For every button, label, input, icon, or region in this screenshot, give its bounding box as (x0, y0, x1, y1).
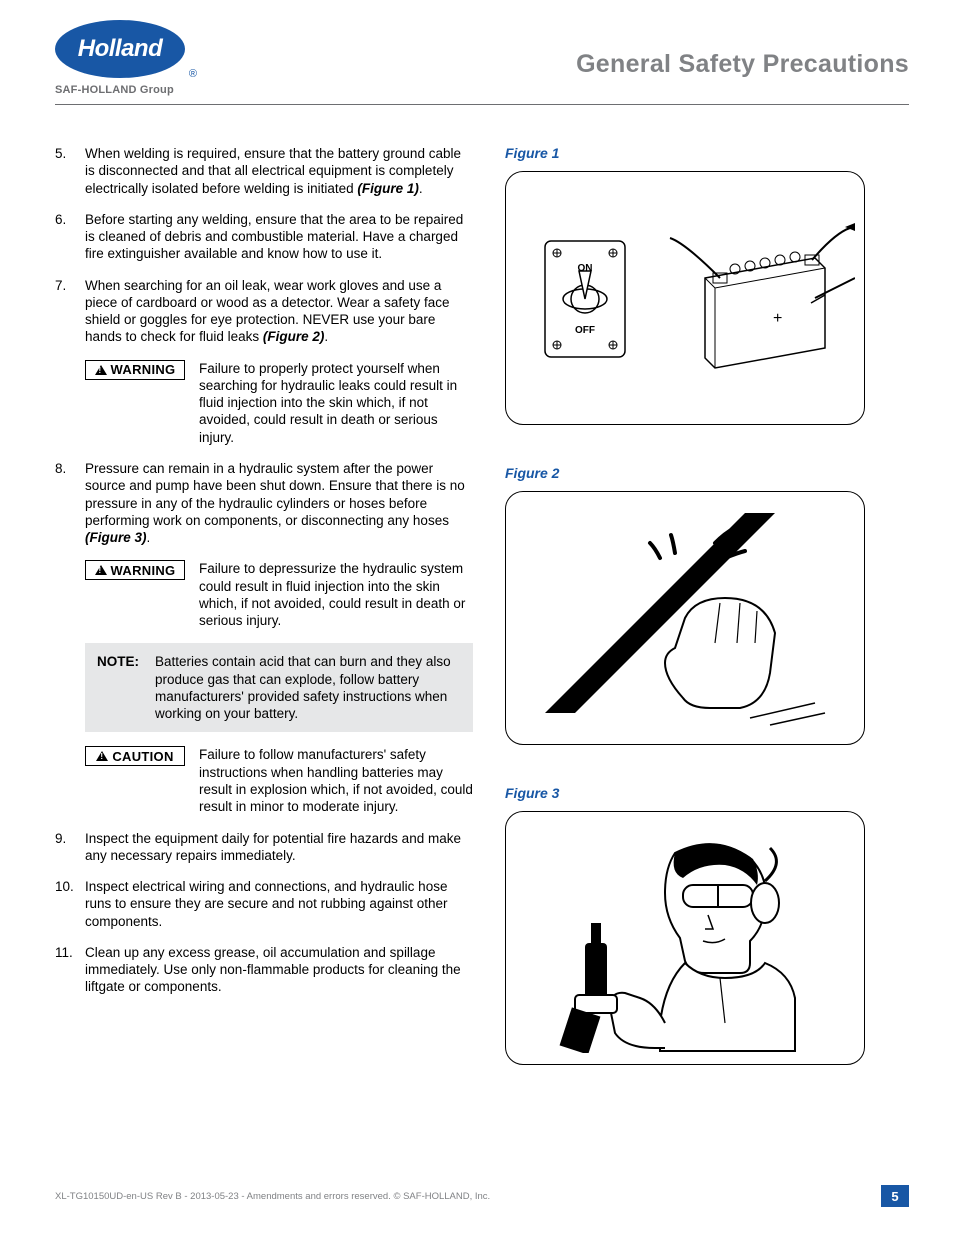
registered-mark: ® (189, 68, 197, 80)
item-text: When welding is required, ensure that th… (85, 145, 473, 197)
figure-1-svg: ON OFF + (515, 183, 855, 413)
item-number: 5. (55, 145, 85, 197)
content-columns: 5. When welding is required, ensure that… (55, 145, 909, 1105)
figure-2-svg (515, 503, 855, 733)
figure-label: Figure 1 (505, 145, 909, 161)
warning-icon (96, 751, 108, 761)
footer-text: XL-TG10150UD-en-US Rev B - 2013-05-23 - … (55, 1191, 490, 1202)
list-item: 7. When searching for an oil leak, wear … (55, 277, 473, 346)
warning-badge: WARNING (85, 360, 185, 380)
holland-logo: Holland ® (55, 20, 185, 78)
caution-text: Failure to follow manufacturers' safety … (199, 746, 473, 815)
figure-1: ON OFF + (505, 171, 865, 425)
list-item: 11. Clean up any excess grease, oil accu… (55, 944, 473, 996)
item-number: 6. (55, 211, 85, 263)
page-header: Holland ® SAF-HOLLAND Group General Safe… (55, 20, 909, 96)
figure-3-svg (515, 823, 855, 1053)
page-number: 5 (881, 1185, 909, 1207)
svg-text:+: + (773, 310, 782, 327)
warning-icon (95, 565, 107, 575)
item-text: Pressure can remain in a hydraulic syste… (85, 460, 473, 546)
warning-block: WARNING Failure to depressurize the hydr… (85, 560, 473, 629)
figure-3 (505, 811, 865, 1065)
figure-label: Figure 2 (505, 465, 909, 481)
item-text: Clean up any excess grease, oil accumula… (85, 944, 473, 996)
safety-list: 8. Pressure can remain in a hydraulic sy… (55, 460, 473, 546)
item-text: When searching for an oil leak, wear wor… (85, 277, 473, 346)
list-item: 9. Inspect the equipment daily for poten… (55, 830, 473, 865)
item-number: 8. (55, 460, 85, 546)
caution-badge: CAUTION (85, 746, 185, 766)
left-column: 5. When welding is required, ensure that… (55, 145, 473, 1105)
note-box: NOTE: Batteries contain acid that can bu… (85, 643, 473, 732)
logo-block: Holland ® SAF-HOLLAND Group (55, 20, 185, 96)
item-number: 9. (55, 830, 85, 865)
warning-text: Failure to properly protect yourself whe… (199, 360, 473, 446)
safety-list: 5. When welding is required, ensure that… (55, 145, 473, 346)
item-number: 11. (55, 944, 85, 996)
right-column: Figure 1 ON OFF (505, 145, 909, 1105)
figure-label: Figure 3 (505, 785, 909, 801)
item-text: Before starting any welding, ensure that… (85, 211, 473, 263)
warning-text: Failure to depressurize the hydraulic sy… (199, 560, 473, 629)
warning-block: WARNING Failure to properly protect your… (85, 360, 473, 446)
figure-2 (505, 491, 865, 745)
note-text: Batteries contain acid that can burn and… (155, 653, 461, 722)
logo-text: Holland (78, 35, 163, 63)
list-item: 5. When welding is required, ensure that… (55, 145, 473, 197)
page-footer: XL-TG10150UD-en-US Rev B - 2013-05-23 - … (55, 1185, 909, 1207)
caution-block: CAUTION Failure to follow manufacturers'… (85, 746, 473, 815)
item-number: 7. (55, 277, 85, 346)
safety-list: 9. Inspect the equipment daily for poten… (55, 830, 473, 996)
item-text: Inspect the equipment daily for potentia… (85, 830, 473, 865)
item-text: Inspect electrical wiring and connection… (85, 878, 473, 930)
warning-icon (95, 365, 107, 375)
svg-text:OFF: OFF (575, 325, 595, 336)
note-label: NOTE: (97, 653, 143, 722)
item-number: 10. (55, 878, 85, 930)
list-item: 6. Before starting any welding, ensure t… (55, 211, 473, 263)
warning-badge: WARNING (85, 560, 185, 580)
logo-subtitle: SAF-HOLLAND Group (55, 84, 185, 96)
list-item: 8. Pressure can remain in a hydraulic sy… (55, 460, 473, 546)
header-rule (55, 104, 909, 105)
page-title: General Safety Precautions (576, 50, 909, 79)
list-item: 10. Inspect electrical wiring and connec… (55, 878, 473, 930)
